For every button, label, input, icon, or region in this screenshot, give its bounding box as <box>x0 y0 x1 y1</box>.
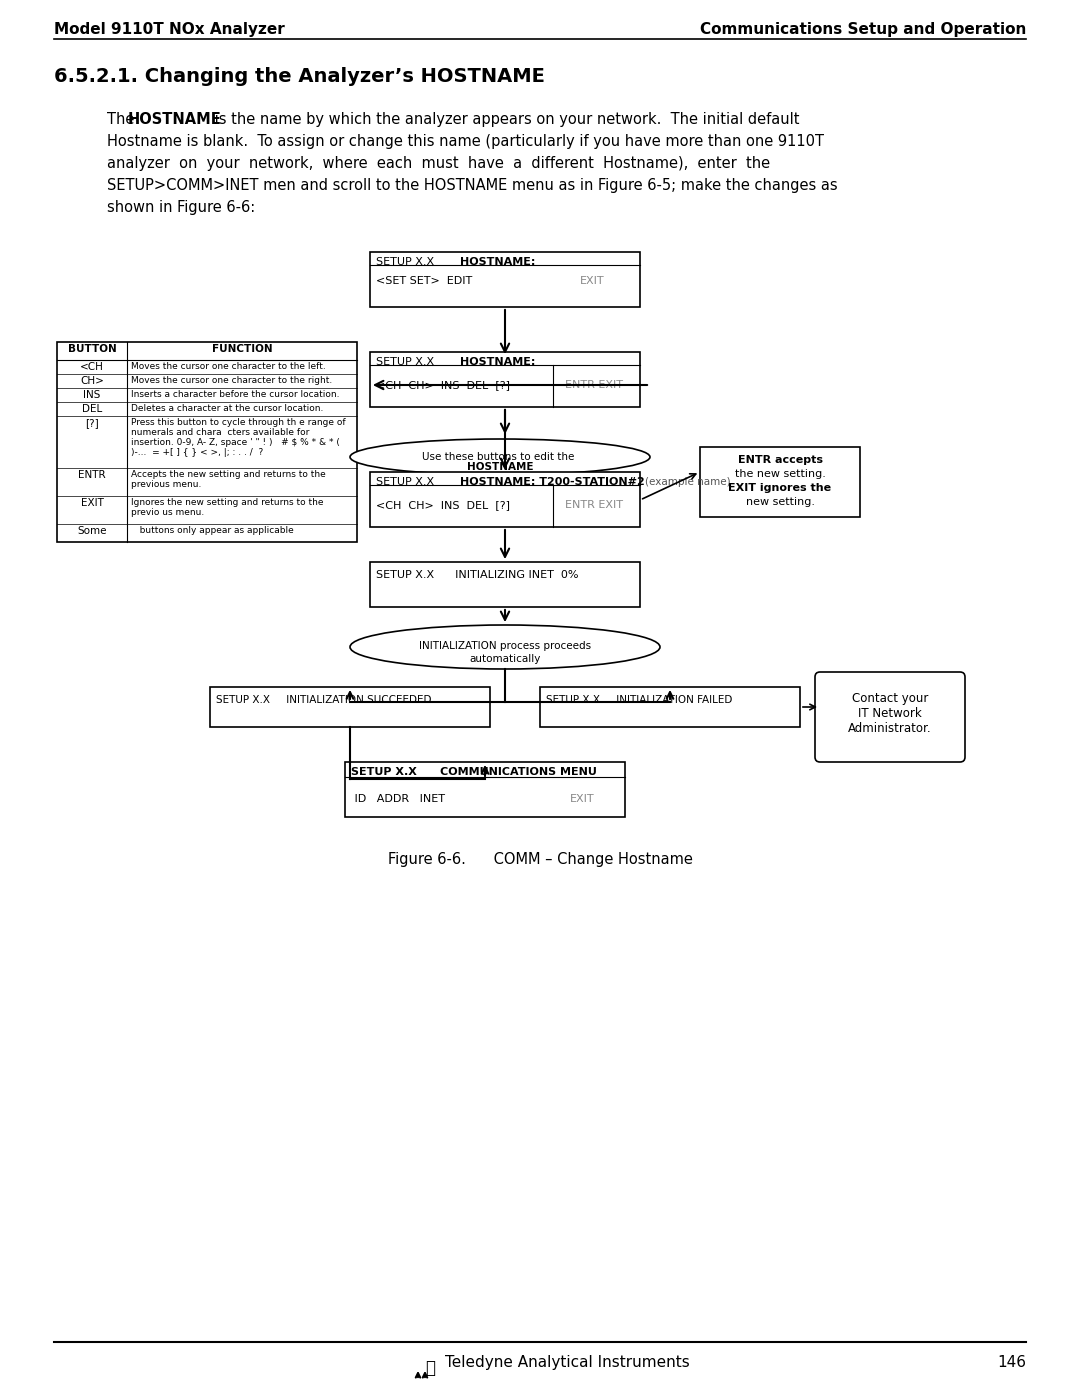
Text: numerals and chara  cters available for: numerals and chara cters available for <box>131 427 309 437</box>
Text: FUNCTION: FUNCTION <box>212 344 272 353</box>
Text: [?]: [?] <box>85 418 99 427</box>
Text: SETUP X.X     INITIALIZATION FAILED: SETUP X.X INITIALIZATION FAILED <box>546 694 732 705</box>
Text: HOSTNAME:: HOSTNAME: <box>460 257 536 267</box>
Text: is the name by which the analyzer appears on your network.  The initial default: is the name by which the analyzer appear… <box>210 112 799 127</box>
Text: The: The <box>107 112 139 127</box>
Text: Figure 6-6.      COMM – Change Hostname: Figure 6-6. COMM – Change Hostname <box>388 852 692 868</box>
Text: Press this button to cycle through th e range of: Press this button to cycle through th e … <box>131 418 346 427</box>
Text: insertion. 0-9, A- Z, space ' " ! )   # $ % * & * (: insertion. 0-9, A- Z, space ' " ! ) # $ … <box>131 439 340 447</box>
FancyBboxPatch shape <box>210 687 490 726</box>
Text: Teledyne Analytical Instruments: Teledyne Analytical Instruments <box>445 1355 690 1370</box>
Text: Moves the cursor one character to the left.: Moves the cursor one character to the le… <box>131 362 326 372</box>
Text: ENTR accepts: ENTR accepts <box>738 455 823 465</box>
Text: Contact your: Contact your <box>852 692 928 705</box>
Text: INS: INS <box>83 390 100 400</box>
Text: SETUP X.X      INITIALIZING INET  0%: SETUP X.X INITIALIZING INET 0% <box>376 570 579 580</box>
Text: SETUP X.X: SETUP X.X <box>376 358 434 367</box>
Text: Deletes a character at the cursor location.: Deletes a character at the cursor locati… <box>131 404 323 414</box>
Text: the new setting.: the new setting. <box>734 469 825 479</box>
Text: Accepts the new setting and returns to the: Accepts the new setting and returns to t… <box>131 469 326 479</box>
FancyBboxPatch shape <box>345 761 625 817</box>
Text: IT Network: IT Network <box>859 707 922 719</box>
Text: EXIT: EXIT <box>580 277 605 286</box>
Text: ENTR EXIT: ENTR EXIT <box>565 500 623 510</box>
Text: EXIT: EXIT <box>570 793 595 805</box>
Text: SETUP X.X      COMMUNICATIONS MENU: SETUP X.X COMMUNICATIONS MENU <box>351 767 597 777</box>
Text: DEL: DEL <box>82 404 103 414</box>
Text: 146: 146 <box>997 1355 1026 1370</box>
Text: HOSTNAME: T200-STATION#2: HOSTNAME: T200-STATION#2 <box>460 476 645 488</box>
Text: SETUP>COMM>INET men and scroll to the HOSTNAME menu as in Figure 6-5; make the c: SETUP>COMM>INET men and scroll to the HO… <box>107 177 838 193</box>
Text: (example name): (example name) <box>645 476 731 488</box>
Text: Inserts a character before the cursor location.: Inserts a character before the cursor lo… <box>131 390 339 400</box>
Text: 🏹: 🏹 <box>426 1359 435 1377</box>
Text: EXIT ignores the: EXIT ignores the <box>728 483 832 493</box>
FancyBboxPatch shape <box>370 472 640 527</box>
Text: CH>: CH> <box>80 376 104 386</box>
Text: <CH: <CH <box>80 362 104 372</box>
Text: SETUP X.X: SETUP X.X <box>376 476 434 488</box>
Ellipse shape <box>350 439 650 475</box>
Text: HOSTNAME: HOSTNAME <box>467 462 534 472</box>
Text: Some: Some <box>78 527 107 536</box>
Ellipse shape <box>350 624 660 669</box>
Text: shown in Figure 6-6:: shown in Figure 6-6: <box>107 200 255 215</box>
Text: Moves the cursor one character to the right.: Moves the cursor one character to the ri… <box>131 376 333 386</box>
Text: ENTR EXIT: ENTR EXIT <box>565 380 623 390</box>
Text: SETUP X.X     INITIALIZATION SUCCEEDED: SETUP X.X INITIALIZATION SUCCEEDED <box>216 694 432 705</box>
FancyBboxPatch shape <box>815 672 966 761</box>
Text: SETUP X.X: SETUP X.X <box>376 257 434 267</box>
Text: Model 9110T NOx Analyzer: Model 9110T NOx Analyzer <box>54 22 285 36</box>
Text: )-...  = +[ ] { } < >, |; : . . /  ?: )-... = +[ ] { } < >, |; : . . / ? <box>131 448 264 457</box>
Text: INITIALIZATION process proceeds: INITIALIZATION process proceeds <box>419 641 591 651</box>
FancyBboxPatch shape <box>370 251 640 307</box>
FancyBboxPatch shape <box>370 562 640 608</box>
Text: Ignores the new setting and returns to the: Ignores the new setting and returns to t… <box>131 497 324 507</box>
Text: ID   ADDR   INET: ID ADDR INET <box>351 793 445 805</box>
Text: analyzer  on  your  network,  where  each  must  have  a  different  Hostname), : analyzer on your network, where each mus… <box>107 156 770 170</box>
FancyBboxPatch shape <box>57 342 357 542</box>
Text: buttons only appear as applicable: buttons only appear as applicable <box>131 527 294 535</box>
Text: previous menu.: previous menu. <box>131 481 201 489</box>
FancyBboxPatch shape <box>540 687 800 726</box>
Text: Administrator.: Administrator. <box>848 722 932 735</box>
Text: BUTTON: BUTTON <box>68 344 117 353</box>
Text: <SET SET>  EDIT: <SET SET> EDIT <box>376 277 472 286</box>
Text: 6.5.2.1. Changing the Analyzer’s HOSTNAME: 6.5.2.1. Changing the Analyzer’s HOSTNAM… <box>54 67 545 87</box>
FancyBboxPatch shape <box>700 447 860 517</box>
Text: ENTR: ENTR <box>78 469 106 481</box>
Text: Use these buttons to edit the: Use these buttons to edit the <box>422 453 578 462</box>
Text: previo us menu.: previo us menu. <box>131 509 204 517</box>
Text: EXIT: EXIT <box>81 497 104 509</box>
Text: <CH  CH>  INS  DEL  [?]: <CH CH> INS DEL [?] <box>376 380 510 390</box>
Text: new setting.: new setting. <box>745 497 814 507</box>
Text: <CH  CH>  INS  DEL  [?]: <CH CH> INS DEL [?] <box>376 500 510 510</box>
Text: HOSTNAME:: HOSTNAME: <box>460 358 536 367</box>
Text: Communications Setup and Operation: Communications Setup and Operation <box>700 22 1026 36</box>
Text: Hostname is blank.  To assign or change this name (particularly if you have more: Hostname is blank. To assign or change t… <box>107 134 824 149</box>
Text: HOSTNAME: HOSTNAME <box>129 112 221 127</box>
FancyBboxPatch shape <box>370 352 640 407</box>
Text: automatically: automatically <box>470 654 541 664</box>
